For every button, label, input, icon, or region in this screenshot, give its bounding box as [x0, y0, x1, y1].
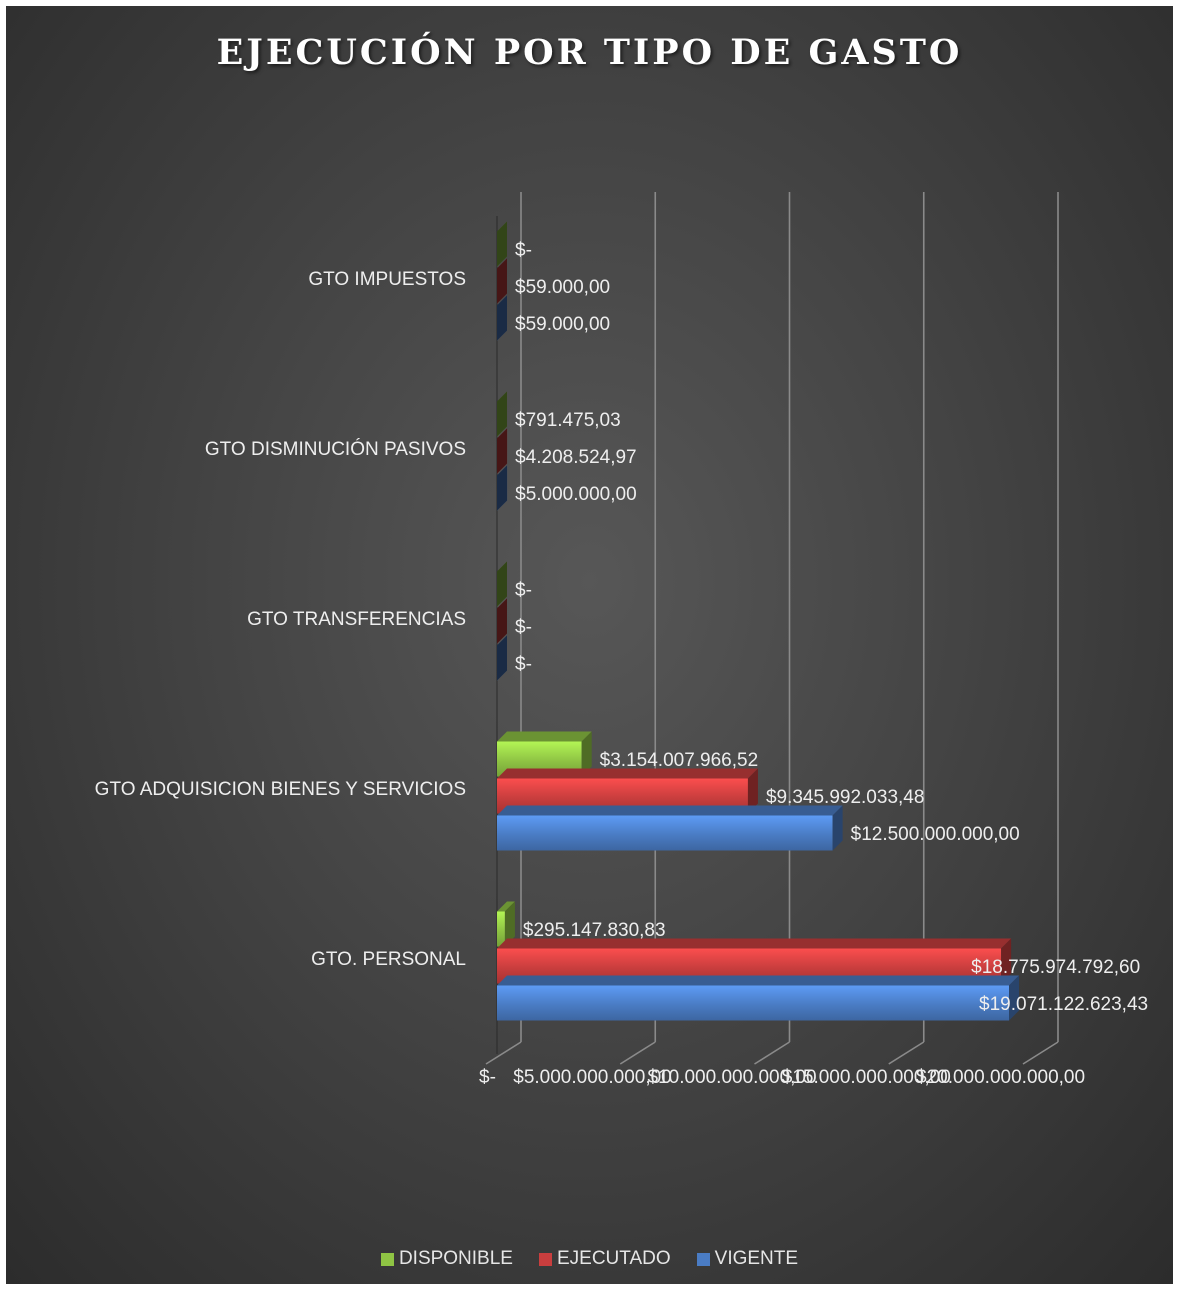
floor-gridline [1022, 1041, 1059, 1065]
category-label: GTO DISMINUCIÓN PASIVOS [205, 438, 466, 460]
data-label: $295.147.830,83 [523, 920, 666, 941]
data-label: $18.775.974.792,60 [971, 957, 1140, 978]
legend-label: EJECUTADO [556, 1248, 671, 1269]
data-label: $12.500.000.000,00 [851, 824, 1020, 845]
category-label: GTO ADQUISICION BIENES Y SERVICIOS [95, 779, 466, 800]
legend-label: VIGENTE [714, 1248, 799, 1269]
x-tick-label: $20.000.000.000,00 [916, 1067, 1085, 1088]
bar-zero-stub [497, 428, 507, 474]
legend-swatch [538, 1252, 552, 1266]
bar-zero-stub [497, 465, 507, 511]
category-label: GTO TRANSFERENCIAS [247, 609, 466, 630]
data-label: $9.345.992.033,48 [766, 787, 925, 808]
bar-vigente [497, 985, 1010, 1021]
legend-item-vigente: VIGENTE [696, 1248, 799, 1270]
data-label: $- [515, 580, 532, 601]
chart-title: EJECUCIÓN POR TIPO DE GASTO [216, 32, 963, 73]
bar-top-face [497, 731, 592, 742]
data-label: $19.071.122.623,43 [979, 994, 1148, 1015]
bar-zero-stub [497, 391, 507, 437]
bar-top-face [497, 901, 515, 912]
legend-swatch [696, 1252, 710, 1266]
bar-top-face [497, 805, 843, 816]
data-label: $59.000,00 [515, 277, 610, 298]
bar-vigente [497, 815, 833, 851]
x-tick-label: $- [479, 1067, 496, 1088]
bar-top-face [497, 975, 1020, 986]
bar-top-face [497, 938, 1012, 949]
bar-zero-stub [497, 598, 507, 644]
bar-disponible [497, 911, 505, 947]
bar-chart: $- $59.000,00 $59.000,00 GTO IMPUESTOS $791.… [95, 192, 1148, 1088]
data-label: $- [515, 240, 532, 261]
bar-zero-stub [497, 635, 507, 681]
data-label: $5.000.000,00 [515, 484, 637, 505]
x-tick-label: $10.000.000.000,00 [648, 1067, 817, 1088]
x-tick-label: $15.000.000.000,00 [782, 1067, 951, 1088]
chart-legend: DISPONIBLE EJECUTADO VIGENTE [6, 1248, 1173, 1270]
legend-item-ejecutado: EJECUTADO [538, 1248, 671, 1270]
data-label: $59.000,00 [515, 314, 610, 335]
bar-side-face [1001, 938, 1012, 984]
bar-side-face [1009, 975, 1020, 1021]
floor-gridline [619, 1041, 656, 1065]
bar-zero-stub [497, 258, 507, 304]
x-tick-label: $5.000.000.000,00 [513, 1067, 672, 1088]
bar-side-face [504, 901, 515, 947]
bar-zero-stub [497, 561, 507, 607]
floor-gridline [754, 1041, 790, 1065]
bar-zero-stub [497, 295, 507, 341]
legend-label: DISPONIBLE [398, 1248, 513, 1269]
bar-top-face [497, 768, 758, 779]
data-label: $- [515, 654, 532, 675]
bar-zero-stub [497, 221, 507, 267]
chart-area: EJECUCIÓN POR TIPO DE GASTO $- $59.000,00… [6, 6, 1173, 1284]
data-label: $791.475,03 [515, 410, 621, 431]
data-label: $4.208.524,97 [515, 447, 637, 468]
legend-swatch [380, 1252, 394, 1266]
floor-gridline [888, 1041, 925, 1065]
bar-side-face [581, 731, 592, 777]
category-label: GTO. PERSONAL [311, 949, 466, 970]
category-label: GTO IMPUESTOS [308, 269, 466, 290]
bar-side-face [832, 805, 843, 851]
data-label: $3.154.007.966,52 [600, 750, 759, 771]
legend-item-disponible: DISPONIBLE [380, 1248, 513, 1270]
data-label: $- [515, 617, 532, 638]
bar-side-face [747, 768, 758, 814]
floor-gridline [485, 1041, 522, 1065]
